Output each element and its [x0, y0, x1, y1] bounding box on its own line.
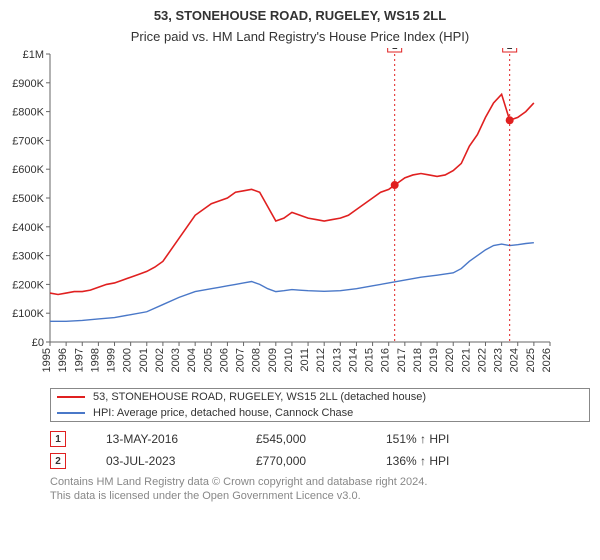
sale-marker-box: 2 [50, 453, 66, 469]
svg-text:£200K: £200K [12, 280, 44, 292]
page-subtitle: Price paid vs. HM Land Registry's House … [0, 27, 600, 46]
legend-row: 53, STONEHOUSE ROAD, RUGELEY, WS15 2LL (… [51, 389, 589, 405]
svg-text:2019: 2019 [428, 348, 440, 372]
sale-price: £770,000 [256, 454, 346, 468]
svg-text:2005: 2005 [202, 348, 214, 372]
legend-swatch [57, 412, 85, 414]
sale-pct: 151% ↑ HPI [386, 432, 449, 446]
footer: Contains HM Land Registry data © Crown c… [50, 476, 590, 504]
svg-text:£900K: £900K [12, 78, 44, 90]
svg-text:1997: 1997 [73, 348, 85, 372]
svg-text:£1M: £1M [23, 49, 44, 61]
svg-text:2002: 2002 [154, 348, 166, 372]
svg-text:2010: 2010 [283, 348, 295, 372]
svg-text:2011: 2011 [299, 348, 311, 372]
sale-row: 1 13-MAY-2016 £545,000 151% ↑ HPI [50, 428, 590, 450]
sale-pct: 136% ↑ HPI [386, 454, 449, 468]
svg-text:2014: 2014 [347, 348, 359, 372]
svg-text:£100K: £100K [12, 309, 44, 321]
svg-text:1996: 1996 [57, 348, 69, 372]
legend-row: HPI: Average price, detached house, Cann… [51, 405, 589, 421]
page-title: 53, STONEHOUSE ROAD, RUGELEY, WS15 2LL [0, 0, 600, 25]
svg-text:2003: 2003 [170, 348, 182, 372]
svg-text:1995: 1995 [41, 348, 53, 372]
svg-text:2020: 2020 [444, 348, 456, 372]
legend-swatch [57, 396, 85, 398]
svg-text:£800K: £800K [12, 107, 44, 119]
svg-text:2009: 2009 [267, 348, 279, 372]
title-line1: 53, STONEHOUSE ROAD, RUGELEY, WS15 2LL [154, 8, 446, 23]
svg-text:2023: 2023 [493, 348, 505, 372]
svg-text:2015: 2015 [364, 348, 376, 372]
svg-text:2001: 2001 [138, 348, 150, 372]
sale-marker-box: 1 [50, 431, 66, 447]
svg-text:2000: 2000 [122, 348, 134, 372]
sales-table: 1 13-MAY-2016 £545,000 151% ↑ HPI 2 03-JUL-20… [50, 428, 590, 472]
svg-text:2024: 2024 [509, 348, 521, 372]
legend-label: 53, STONEHOUSE ROAD, RUGELEY, WS15 2LL (… [93, 391, 426, 403]
svg-text:2012: 2012 [315, 348, 327, 372]
svg-text:2018: 2018 [412, 348, 424, 372]
chart-svg: £0 £100K £200K £300K £400K £500K £600K £700K £80… [0, 48, 560, 388]
svg-text:2022: 2022 [476, 348, 488, 372]
footer-line2: This data is licensed under the Open Gov… [50, 490, 590, 504]
svg-text:2008: 2008 [251, 348, 263, 372]
svg-text:2025: 2025 [525, 348, 537, 372]
sale-date: 13-MAY-2016 [106, 432, 216, 446]
svg-text:£400K: £400K [12, 222, 44, 234]
legend: 53, STONEHOUSE ROAD, RUGELEY, WS15 2LL (… [50, 388, 590, 422]
svg-text:2021: 2021 [460, 348, 472, 372]
svg-text:£0: £0 [32, 337, 44, 349]
svg-text:£600K: £600K [12, 165, 44, 177]
sale-row: 2 03-JUL-2023 £770,000 136% ↑ HPI [50, 450, 590, 472]
svg-text:2013: 2013 [331, 348, 343, 372]
svg-text:1: 1 [392, 48, 398, 52]
svg-text:£700K: £700K [12, 136, 44, 148]
title-line2: Price paid vs. HM Land Registry's House … [131, 29, 469, 44]
svg-text:2016: 2016 [380, 348, 392, 372]
footer-line1: Contains HM Land Registry data © Crown c… [50, 476, 590, 490]
svg-text:2: 2 [507, 48, 513, 52]
sale-price: £545,000 [256, 432, 346, 446]
svg-text:2026: 2026 [541, 348, 553, 372]
legend-label: HPI: Average price, detached house, Cann… [93, 407, 353, 419]
svg-text:2007: 2007 [235, 348, 247, 372]
svg-text:1999: 1999 [106, 348, 118, 372]
chart: £0 £100K £200K £300K £400K £500K £600K £700K £80… [0, 48, 600, 388]
svg-text:£500K: £500K [12, 193, 44, 205]
svg-text:2017: 2017 [396, 348, 408, 372]
svg-text:£300K: £300K [12, 251, 44, 263]
svg-text:1998: 1998 [89, 348, 101, 372]
svg-text:2006: 2006 [218, 348, 230, 372]
svg-text:2004: 2004 [186, 348, 198, 372]
sale-date: 03-JUL-2023 [106, 454, 216, 468]
